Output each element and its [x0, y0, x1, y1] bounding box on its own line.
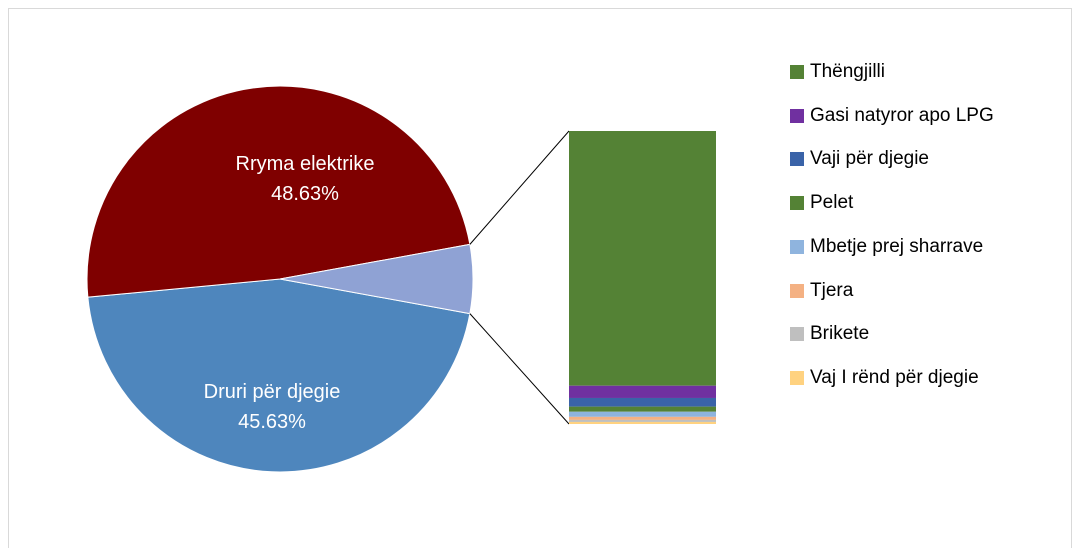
- connector-lines: [469, 130, 570, 425]
- bar-segment: [569, 397, 716, 407]
- legend-item: Thëngjilli: [790, 60, 885, 84]
- pie-labels: Rryma elektrike 48.63% Druri për djegie 45.…: [204, 153, 375, 433]
- legend-item: Brikete: [790, 322, 869, 346]
- breakdown-bar: [569, 131, 716, 424]
- legend-label: Tjera: [810, 279, 854, 301]
- legend-swatch: [790, 152, 804, 167]
- legend-swatch: [790, 283, 804, 298]
- legend-label: Gasi natyror apo LPG: [810, 104, 994, 126]
- slice-label: Rryma elektrike: [236, 153, 375, 175]
- legend-swatch: [790, 196, 804, 211]
- bar-segment: [569, 421, 716, 424]
- pie-slice: [279, 243, 474, 315]
- pie: [86, 85, 474, 473]
- pie-slice: [87, 278, 471, 473]
- bar-segment: [569, 416, 716, 420]
- bar-segment: [569, 406, 716, 412]
- slice-value-label: 45.63%: [238, 411, 306, 433]
- legend-label: Thëngjilli: [810, 61, 885, 82]
- legend-swatch: [790, 327, 804, 342]
- slice-label: Druri për djegie: [204, 381, 341, 403]
- legend-swatch: [790, 370, 804, 385]
- legend-item: Tjera: [790, 279, 853, 303]
- legend-swatch: [790, 108, 804, 123]
- legend-swatch: [790, 65, 804, 79]
- bar-segment: [569, 131, 716, 386]
- connector-line-bottom: [469, 313, 570, 425]
- chart-frame: [8, 8, 1072, 548]
- bar-segment: [569, 419, 716, 422]
- bar-segment: [569, 411, 716, 417]
- legend-item: Vaj I rënd për djegie: [790, 366, 979, 390]
- legend-swatch: [790, 239, 804, 254]
- legend-item: Pelet: [790, 191, 853, 215]
- connector-line-top: [469, 130, 570, 245]
- slice-value-label: 48.63%: [271, 183, 339, 205]
- legend-label: Pelet: [810, 192, 854, 214]
- legend-label: Mbetje prej sharrave: [810, 235, 984, 257]
- legend-item: Mbetje prej sharrave: [790, 235, 983, 259]
- bar-segment: [569, 385, 716, 398]
- pie-slice: [86, 85, 471, 298]
- legend-label: Vaj I rënd për djegie: [810, 366, 979, 388]
- legend-label: Brikete: [810, 323, 870, 345]
- legend-item: Gasi natyror apo LPG: [790, 104, 994, 128]
- legend-label: Vaji për djegie: [810, 148, 930, 170]
- legend-item: Vaji për djegie: [790, 147, 929, 171]
